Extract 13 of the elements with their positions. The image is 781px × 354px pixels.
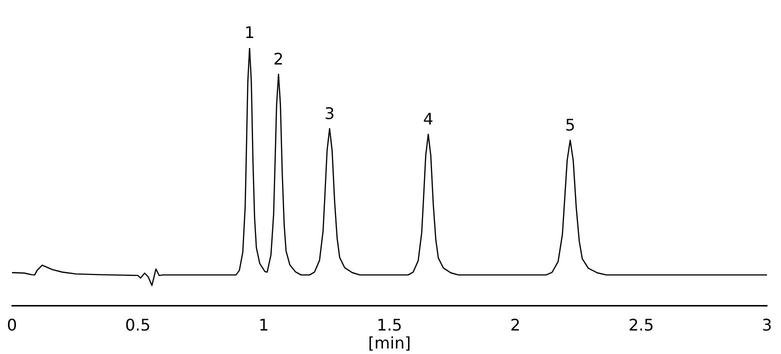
x-tick-label: 2.5 <box>628 315 654 334</box>
annotation: 3 <box>324 104 335 123</box>
x-tick-label: 0.5 <box>125 315 151 334</box>
x-tick-label: 2 <box>510 315 520 334</box>
x-tick-label: 1 <box>258 315 269 334</box>
x-tick-label: 0 <box>6 315 18 334</box>
annotation: 2 <box>273 49 284 68</box>
annotation: 4 <box>423 109 434 128</box>
x-tick-label: 1.5 <box>376 315 402 334</box>
x-tick-label: 3 <box>762 315 772 334</box>
x-axis-title: [min] <box>368 334 411 353</box>
annotation: 1 <box>244 23 255 42</box>
annotation: 5 <box>565 115 576 134</box>
